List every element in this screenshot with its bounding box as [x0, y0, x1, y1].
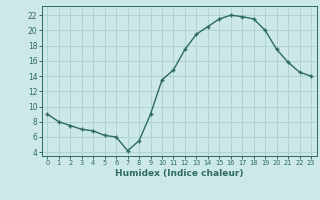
X-axis label: Humidex (Indice chaleur): Humidex (Indice chaleur): [115, 169, 244, 178]
